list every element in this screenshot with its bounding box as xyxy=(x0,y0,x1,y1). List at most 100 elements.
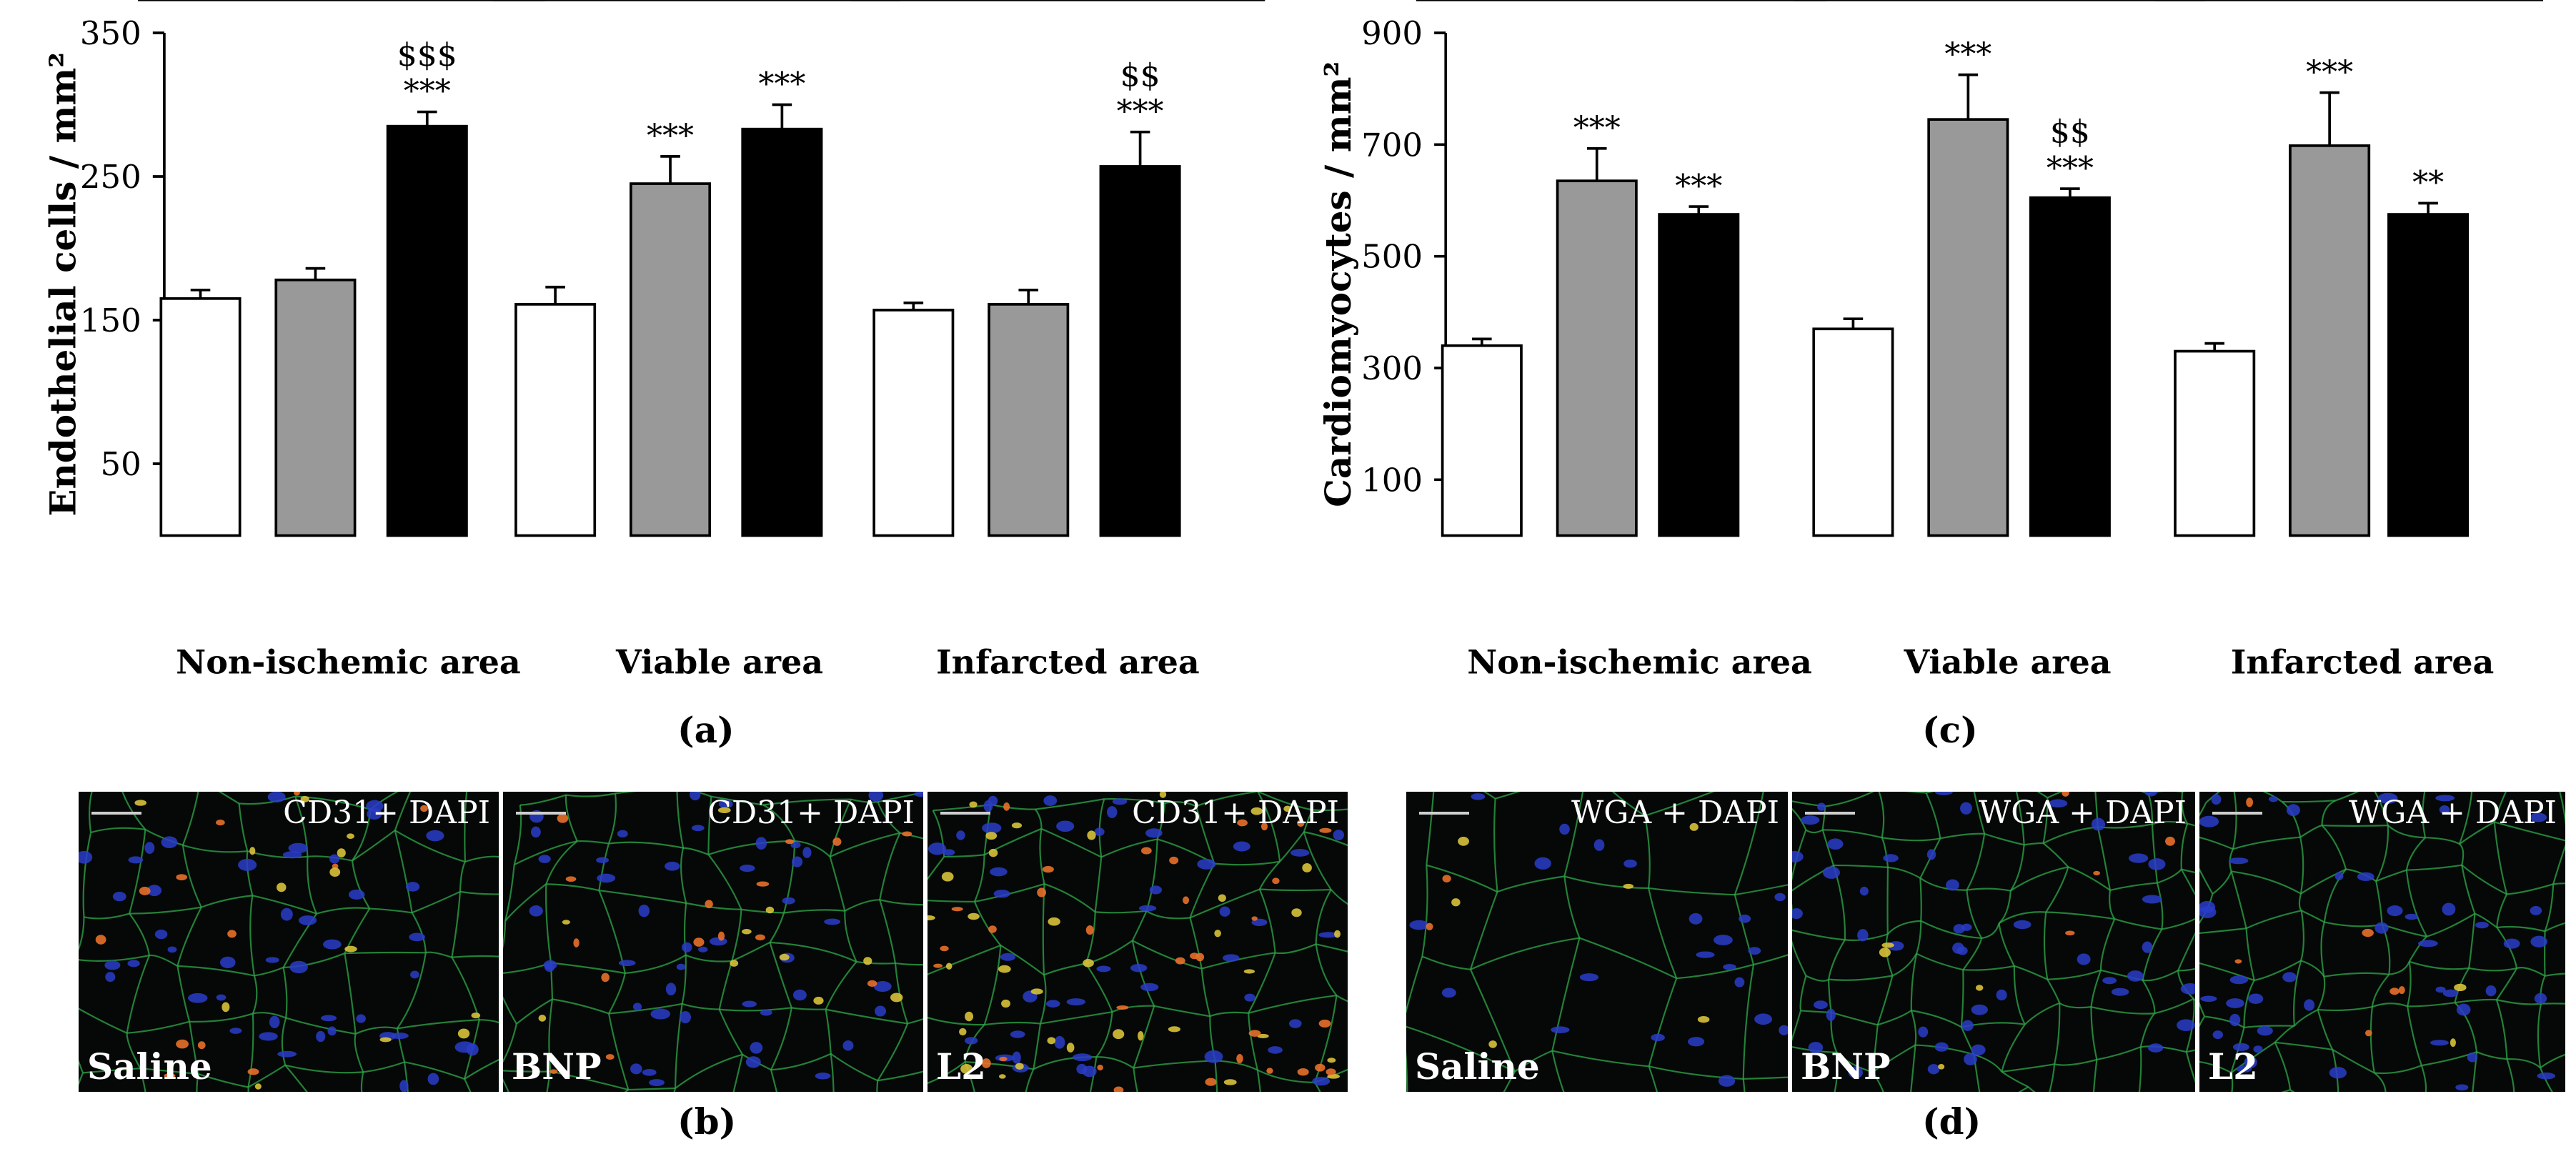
tissue-texture xyxy=(1792,792,2195,1092)
nucleus-dot xyxy=(454,1041,475,1053)
marker-dot xyxy=(1260,822,1268,831)
membrane-stroke xyxy=(1085,912,1096,964)
bar-saline xyxy=(159,297,242,537)
nucleus-dot xyxy=(630,1063,642,1075)
membrane-stroke xyxy=(2374,792,2389,826)
membrane-stroke xyxy=(682,1003,720,1010)
membrane-stroke xyxy=(1903,792,1926,794)
nucleus-dot xyxy=(1808,1042,1824,1054)
nucleus-dot xyxy=(2435,986,2446,993)
significance-label: *** xyxy=(2047,150,2094,186)
y-axis-label: Cardiomyocytes / mm² xyxy=(1317,61,1359,507)
marker-dot xyxy=(730,960,739,967)
nucleus-dot xyxy=(1000,952,1016,961)
membrane-stroke xyxy=(933,803,991,812)
nucleus-dot xyxy=(2534,993,2547,1004)
membrane-stroke xyxy=(1611,792,1646,817)
nucleus-dot xyxy=(1927,1064,1940,1075)
marker-dot xyxy=(705,900,713,909)
nucleus-dot xyxy=(745,1056,761,1068)
marker-dot xyxy=(276,882,287,892)
marker-dot xyxy=(601,973,610,983)
nucleus-dot xyxy=(913,792,923,797)
nucleus-dot xyxy=(1883,854,1899,862)
membrane-stroke xyxy=(1314,995,1338,1083)
nucleus-dot xyxy=(1138,905,1157,912)
tissue-texture xyxy=(79,792,499,1092)
membrane-stroke xyxy=(2387,825,2426,839)
scale-bar xyxy=(1805,812,1855,815)
micrograph-d-bnp: WGA + DAPI BNP xyxy=(1792,792,2195,1092)
nucleus-dot xyxy=(2111,988,2129,996)
membrane-stroke xyxy=(608,1003,682,1015)
category-label: Saline xyxy=(862,0,965,8)
membrane-stroke xyxy=(479,1019,499,1024)
membrane-stroke xyxy=(396,1028,406,1063)
membrane-stroke xyxy=(1925,792,1941,839)
membrane-stroke xyxy=(2139,1013,2156,1048)
membrane-stroke xyxy=(2406,864,2462,871)
membrane-stroke xyxy=(1831,1011,1878,1026)
membrane-stroke xyxy=(355,1026,398,1035)
bar-l2 xyxy=(741,127,823,537)
membrane-stroke xyxy=(2230,871,2247,929)
membrane-stroke xyxy=(1579,937,1677,980)
membrane-stroke xyxy=(139,1068,146,1092)
nucleus-dot xyxy=(2503,938,2520,949)
membrane-stroke xyxy=(201,895,253,908)
membrane-stroke xyxy=(1421,865,1428,957)
membrane-stroke xyxy=(1876,975,1894,1025)
marker-dot xyxy=(247,1068,259,1075)
nucleus-dot xyxy=(2253,1045,2263,1053)
membrane-stroke xyxy=(1872,1044,1916,1073)
membrane-stroke xyxy=(254,966,284,977)
nucleus-dot xyxy=(1696,951,1715,958)
membrane-stroke xyxy=(284,1065,308,1092)
significance-label: *** xyxy=(758,66,805,103)
nucleus-dot xyxy=(1288,1019,1302,1028)
nucleus-dot xyxy=(405,882,420,892)
nucleus-dot xyxy=(269,1015,280,1029)
membrane-stroke xyxy=(1112,1005,1155,1013)
membrane-stroke xyxy=(1792,929,1845,941)
membrane-stroke xyxy=(2375,880,2383,925)
membrane-stroke xyxy=(404,1061,465,1080)
nucleus-dot xyxy=(146,885,162,897)
nucleus-dot xyxy=(2127,970,2144,982)
nucleus-dot xyxy=(367,808,382,820)
membrane-stroke xyxy=(2409,960,2470,970)
membrane-stroke xyxy=(1035,798,1105,810)
nucleus-dot xyxy=(642,1069,657,1076)
marker-dot xyxy=(2062,792,2069,797)
nucleus-dot xyxy=(2144,792,2158,797)
nucleus-dot xyxy=(320,1015,337,1022)
membrane-stroke xyxy=(2317,1009,2334,1050)
membrane-stroke xyxy=(1999,911,2047,924)
membrane-stroke xyxy=(2496,893,2508,927)
nucleus-dot xyxy=(1734,977,1745,988)
marker-dot xyxy=(2389,988,2400,995)
membrane-stroke xyxy=(2054,1058,2097,1066)
nucleus-dot xyxy=(1739,914,1751,923)
membrane-stroke xyxy=(2024,1002,2060,1025)
membrane-stroke xyxy=(944,854,985,858)
membrane-stroke xyxy=(624,1089,630,1092)
membrane-stroke xyxy=(2010,866,2069,892)
membrane-stroke xyxy=(2187,822,2195,827)
membrane-stroke xyxy=(352,830,396,862)
nucleus-dot xyxy=(161,836,178,849)
membrane-stroke xyxy=(2046,911,2115,920)
nucleus-dot xyxy=(790,842,801,849)
membrane-stroke xyxy=(762,804,796,842)
category-label: BNP xyxy=(278,0,353,8)
marker-dot xyxy=(1097,1064,1103,1071)
membrane-stroke xyxy=(2407,1006,2422,1066)
nucleus-dot xyxy=(538,855,551,864)
membrane-stroke xyxy=(2199,867,2214,895)
membrane-stroke xyxy=(680,847,687,904)
membrane-stroke xyxy=(176,907,202,967)
membrane-stroke xyxy=(1926,792,1935,794)
marker-dot xyxy=(813,996,824,1005)
membrane-stroke xyxy=(675,1053,743,1089)
